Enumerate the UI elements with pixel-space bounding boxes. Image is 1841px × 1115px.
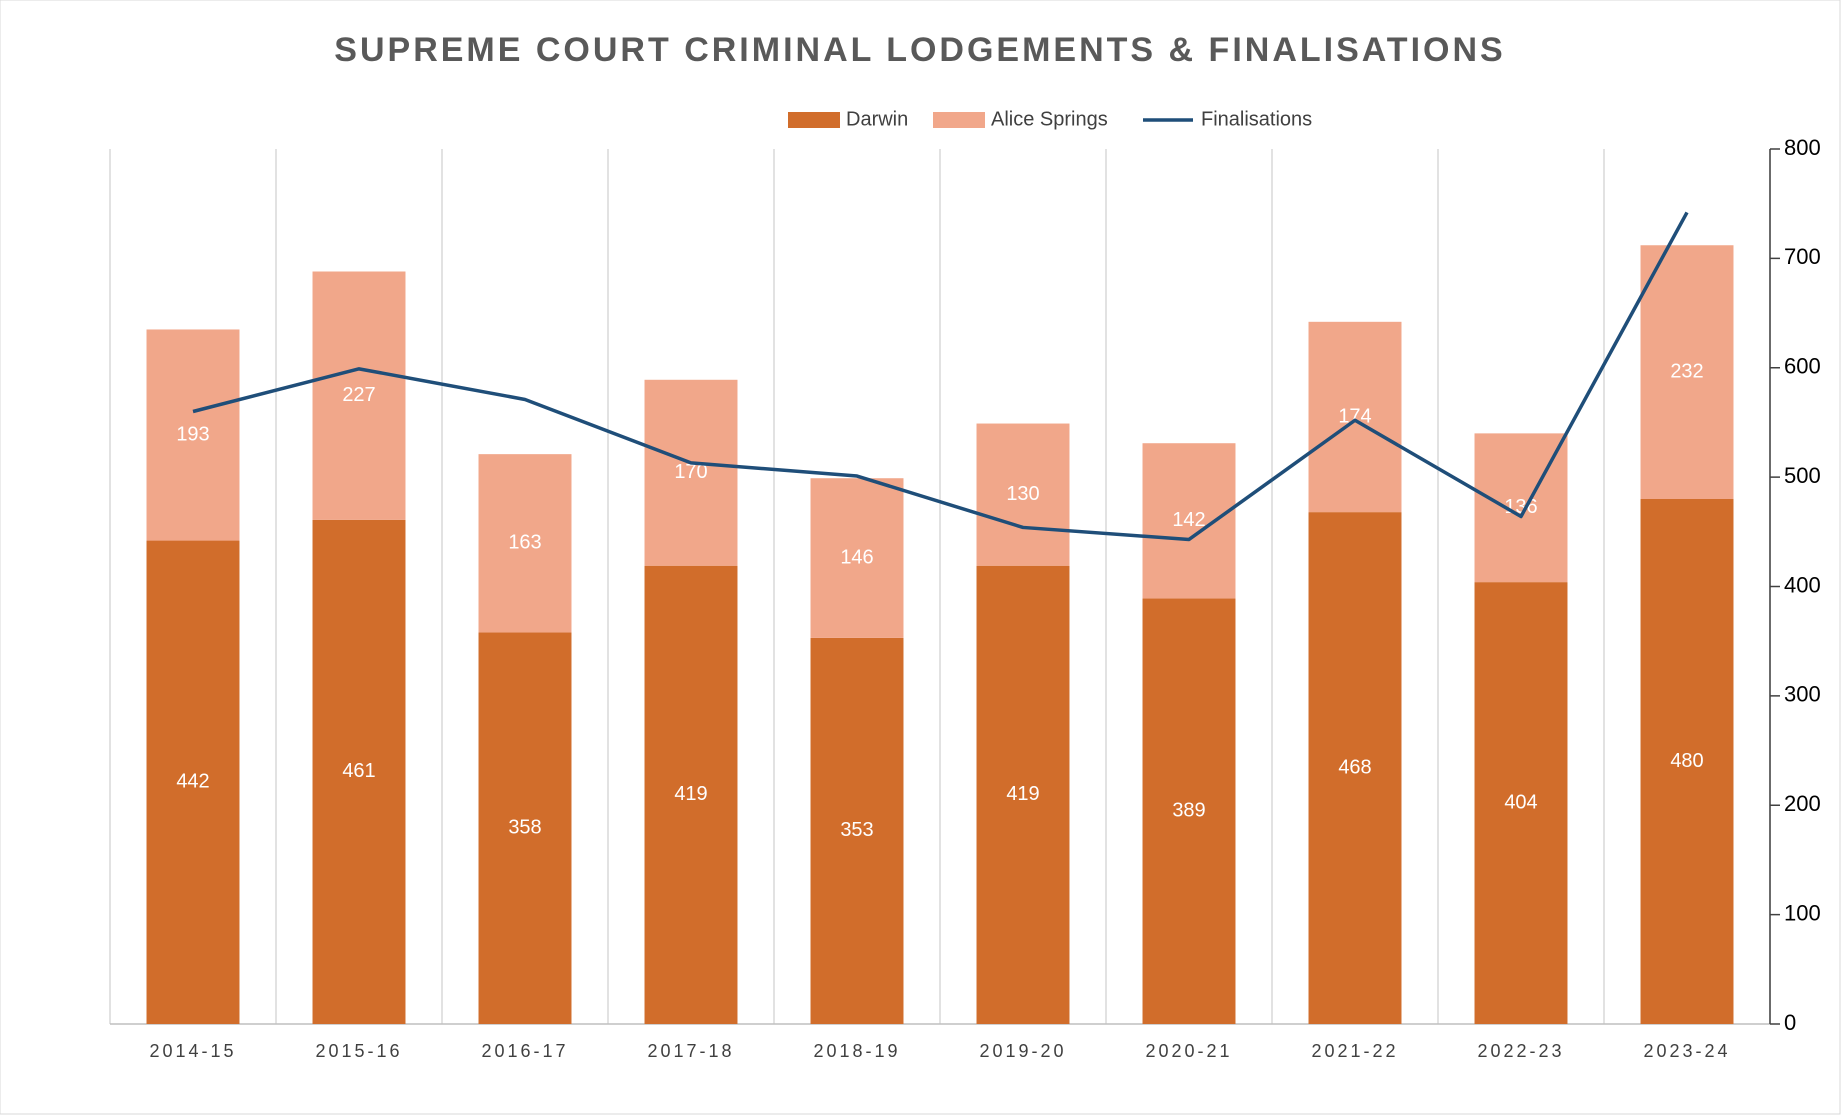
data-label: 480 [1670,750,1703,772]
bar-segment [976,565,1070,1024]
bar-segment [1308,512,1402,1024]
x-tick-label: 2022-23 [1477,1041,1564,1061]
bar-segment [146,540,240,1024]
data-label: 404 [1504,791,1537,813]
x-tick-label: 2016-17 [481,1041,568,1061]
y-tick-label: 300 [1784,682,1821,707]
y-tick-label: 100 [1784,900,1821,925]
bar-segment [478,632,572,1024]
bar-segment [1640,245,1734,499]
x-tick-label: 2021-22 [1311,1041,1398,1061]
bar-segment [1474,582,1568,1024]
legend-label: Finalisations [1201,108,1312,130]
data-label: 461 [342,760,375,782]
data-label: 419 [674,783,707,805]
x-tick-label: 2020-21 [1145,1041,1232,1061]
bar-segment [810,478,904,638]
data-label: 170 [674,461,707,483]
bar-segment [1142,443,1236,599]
bar-segment [312,519,406,1024]
y-tick-label: 500 [1784,463,1821,488]
data-label: 142 [1172,509,1205,531]
bar-segment [146,329,240,541]
data-label: 232 [1670,360,1703,382]
data-label: 389 [1172,800,1205,822]
x-tick-label: 2018-19 [813,1041,900,1061]
bar-segment [976,423,1070,566]
legend-swatch [933,112,985,128]
data-label: 193 [176,423,209,445]
chart-title: SUPREME COURT CRIMINAL LODGEMENTS & FINA… [334,31,1505,69]
y-tick-label: 0 [1784,1010,1796,1035]
x-tick-label: 2019-20 [979,1041,1066,1061]
data-label: 174 [1338,405,1371,427]
x-tick-label: 2015-16 [315,1041,402,1061]
x-tick-label: 2023-24 [1643,1041,1730,1061]
legend-swatch [788,112,840,128]
data-label: 468 [1338,756,1371,778]
line-series [192,211,1689,542]
x-tick-label: 2017-18 [647,1041,734,1061]
bar-segment [478,454,572,633]
data-label: 358 [508,817,541,839]
data-label: 130 [1006,483,1039,505]
legend-label: Darwin [846,108,908,130]
bar-segment [810,637,904,1024]
bar-segment [644,565,738,1024]
data-label: 442 [176,771,209,793]
y-tick-label: 200 [1784,791,1821,816]
data-label: 163 [508,532,541,554]
bar-segment [1142,598,1236,1024]
bar-segment [644,379,738,566]
bar-segment [1308,321,1402,513]
data-label: 419 [1006,783,1039,805]
y-tick-label: 800 [1784,135,1821,160]
y-tick-label: 400 [1784,572,1821,597]
y-tick-label: 600 [1784,354,1821,379]
bar-segment [1640,499,1734,1024]
data-label: 146 [840,546,873,568]
x-tick-label: 2014-15 [149,1041,236,1061]
y-tick-label: 700 [1784,244,1821,269]
bar-segment [312,271,406,520]
legend-label: Alice Springs [991,108,1108,130]
data-label: 227 [342,384,375,406]
data-label: 353 [840,819,873,841]
